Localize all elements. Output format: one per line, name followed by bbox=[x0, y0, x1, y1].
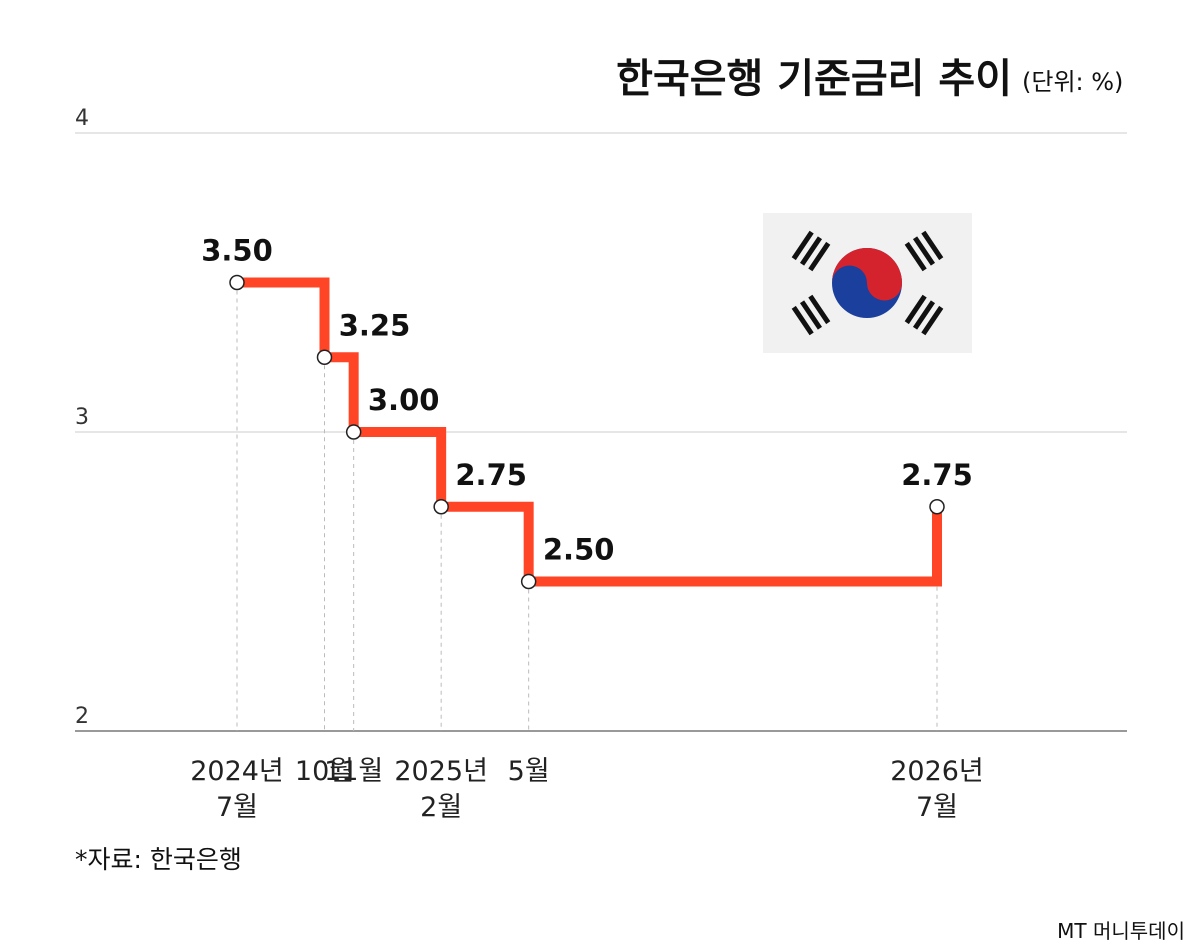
x-tick-label: 5월 bbox=[508, 756, 550, 787]
x-tick-label-line: 11월 bbox=[324, 756, 383, 787]
x-tick-label: 2026년 7월 bbox=[890, 756, 984, 823]
value-label: 2.50 bbox=[543, 533, 615, 567]
x-tick-label-line: 2월 bbox=[420, 792, 462, 823]
chart-subtitle: (단위: %) bbox=[1022, 68, 1123, 96]
x-tick-label-line: 2026년 bbox=[890, 756, 984, 787]
x-tick-label-line: 2024년 bbox=[190, 756, 284, 787]
value-label: 2.75 bbox=[455, 458, 527, 492]
source: *자료: 한국은행 bbox=[75, 845, 242, 874]
point bbox=[929, 499, 945, 515]
flag bbox=[763, 213, 972, 353]
y-tick-label: 4 bbox=[75, 106, 89, 131]
value-label: 3.50 bbox=[201, 234, 273, 268]
y-tick-label: 3 bbox=[75, 405, 89, 430]
x-tick-label: 2024년 7월 bbox=[190, 756, 284, 823]
watermark: MT 머니투데이 bbox=[1057, 919, 1185, 943]
y-tick-label: 2 bbox=[75, 704, 89, 729]
x-tick-label: 10월 bbox=[295, 756, 354, 787]
x-tick-label: 11월 bbox=[324, 756, 383, 787]
value-label: 3.00 bbox=[368, 383, 440, 417]
point bbox=[316, 349, 333, 365]
x-tick-label-line: 10월 bbox=[295, 756, 354, 787]
point bbox=[229, 274, 245, 291]
point bbox=[433, 499, 449, 515]
chart-title: 한국은행 기준금리 추이 bbox=[616, 56, 1012, 102]
value-label: 3.25 bbox=[339, 308, 411, 342]
x-tick-label-line: 7월 bbox=[916, 792, 958, 823]
value-label: 2.75 bbox=[901, 458, 973, 492]
x-tick-label: 2025년 2월 bbox=[394, 756, 488, 823]
x-tick-label-line: 7월 bbox=[216, 792, 258, 823]
x-tick-label-line: 5월 bbox=[508, 756, 550, 787]
point bbox=[345, 424, 362, 440]
point bbox=[520, 573, 537, 590]
step-line bbox=[237, 277, 942, 587]
x-tick-label-line: 2025년 bbox=[394, 756, 488, 787]
